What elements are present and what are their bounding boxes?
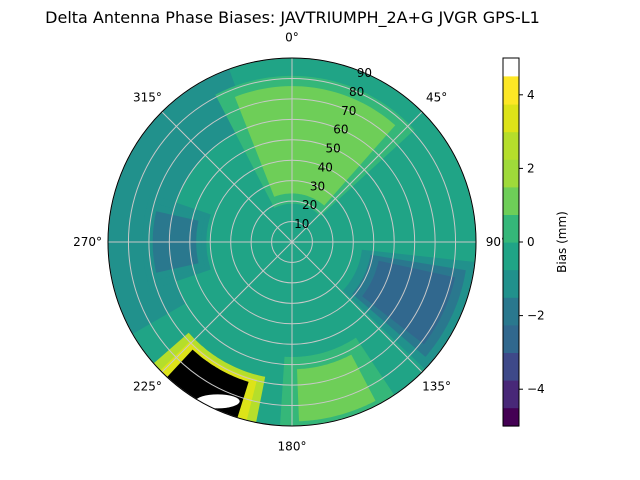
zenith-label: 90 <box>357 66 372 80</box>
colorbar: −4 −2 0 2 4 <box>502 57 545 427</box>
colorbar-band <box>503 159 519 188</box>
chart-title: Delta Antenna Phase Biases: JAVTRIUMPH_2… <box>45 8 540 27</box>
zenith-label: 60 <box>333 123 348 137</box>
azimuth-label: 270° <box>73 235 102 249</box>
colorbar-band <box>503 104 519 133</box>
azimuth-label: 225° <box>133 380 162 394</box>
colorbar-band <box>503 131 519 160</box>
zenith-label: 40 <box>318 160 333 174</box>
grid-spoke <box>161 111 293 243</box>
colorbar-band <box>503 297 519 326</box>
azimuth-label: 90° <box>486 235 507 249</box>
azimuth-label: 45° <box>426 90 447 104</box>
zenith-label: 30 <box>310 179 325 193</box>
colorbar-band <box>503 352 519 381</box>
colorbar-band <box>503 214 519 243</box>
colorbar-band <box>503 269 519 298</box>
grid-spoke <box>161 241 293 373</box>
azimuth-labels: 0° 45° 90° 135° 180° 225° 270° 315° <box>73 31 507 454</box>
colorbar-label: Bias (mm) <box>555 211 569 273</box>
colorbar-band <box>503 186 519 215</box>
contour-region-south-east-low <box>297 354 376 422</box>
azimuth-label: 135° <box>422 380 451 394</box>
polar-grid <box>107 57 477 427</box>
colorbar-tick-label: 2 <box>527 161 535 175</box>
colorbar-band <box>503 324 519 353</box>
zenith-label: 80 <box>349 85 364 99</box>
contour-region-east-minus <box>362 260 456 345</box>
colorbar-tick-label: 0 <box>527 235 535 249</box>
azimuth-label: 180° <box>278 439 307 453</box>
colorbar-band <box>503 76 519 105</box>
grid-spoke <box>291 111 423 243</box>
zenith-label: 50 <box>325 142 340 156</box>
colorbar-tick-label: −2 <box>527 309 545 323</box>
colorbar-band <box>503 407 519 427</box>
colorbar-band <box>503 380 519 409</box>
plot-boundary <box>107 57 477 427</box>
zenith-label: 20 <box>302 198 317 212</box>
contour-overflow <box>195 394 240 409</box>
colorbar-tick-label: −4 <box>527 382 545 396</box>
zenith-labels: 10 20 30 40 50 60 70 80 90 <box>294 66 372 231</box>
azimuth-label: 0° <box>285 31 299 45</box>
zenith-label: 10 <box>294 217 309 231</box>
colorbar-tick-label: 4 <box>527 88 535 102</box>
colorbar-band <box>503 242 519 271</box>
contour-region-north-plus <box>253 96 377 195</box>
grid-spoke <box>291 241 423 373</box>
azimuth-label: 315° <box>133 90 162 104</box>
zenith-label: 70 <box>341 104 356 118</box>
